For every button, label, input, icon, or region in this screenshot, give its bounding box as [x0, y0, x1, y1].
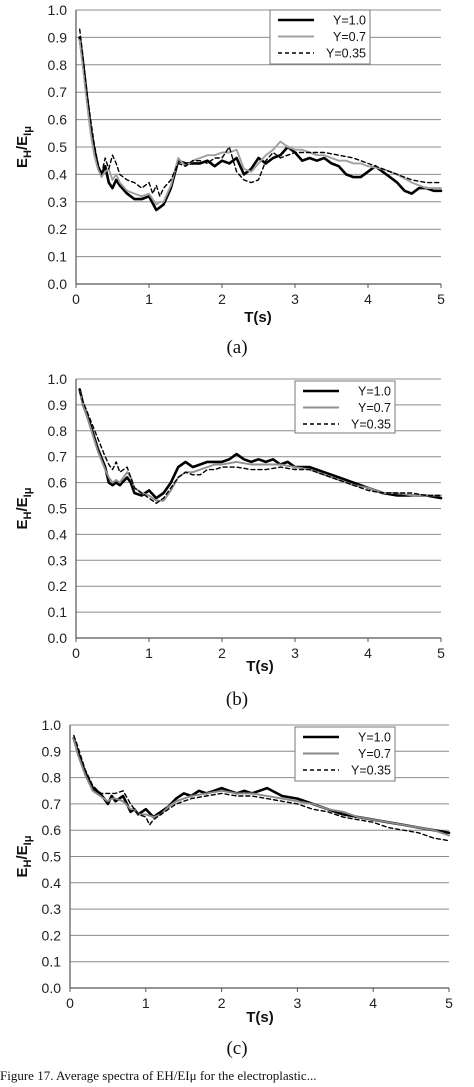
y-tick-label: 0.5 — [42, 849, 62, 865]
x-axis-label: T(s) — [244, 309, 272, 326]
y-tick-label: 0.3 — [48, 552, 68, 568]
legend-label: Y=0.35 — [351, 764, 391, 778]
x-tick-label: 5 — [437, 645, 445, 661]
legend-label: Y=1.0 — [333, 14, 366, 28]
panel-a-label: (a) — [226, 337, 248, 358]
x-tick-label: 4 — [369, 995, 377, 1011]
y-tick-label: 0.7 — [42, 796, 62, 812]
x-tick-label: 5 — [437, 291, 445, 307]
y-tick-label: 0.8 — [48, 57, 68, 73]
series-line-Y-0-7 — [72, 737, 450, 837]
y-tick-label: 0.4 — [48, 526, 68, 542]
y-tick-label: 0.9 — [42, 743, 62, 759]
y-axis-label: EH/EIμ — [14, 836, 34, 878]
chart-panel-0: 0.0 0.1 0.2 0.3 0.4 0.5 0.6 0.7 0.8 0.9 1.0 0 1 2 3 4 5 T… — [14, 2, 445, 326]
x-tick-label: 2 — [218, 645, 226, 661]
series-line-Y-0-7 — [78, 39, 442, 206]
panel-c-label: (c) — [226, 1038, 248, 1059]
y-axis-label-subscript: Iμ — [22, 488, 34, 498]
x-tick-label: 0 — [72, 645, 80, 661]
y-tick-label: 1.0 — [42, 717, 62, 733]
x-tick-label: 3 — [291, 645, 299, 661]
y-axis-label-subscript: Iμ — [22, 836, 34, 846]
y-tick-label: 0.3 — [42, 901, 62, 917]
y-tick-label: 0.2 — [42, 927, 62, 943]
y-tick-label: 0.6 — [48, 112, 68, 128]
legend-label: Y=0.35 — [351, 418, 391, 432]
y-tick-label: 0.6 — [42, 822, 62, 838]
y-tick-label: 0.1 — [48, 249, 68, 265]
y-tick-label: 0.0 — [42, 980, 62, 996]
y-axis-label-subscript: H — [22, 859, 34, 867]
x-tick-label: 0 — [66, 995, 74, 1011]
y-axis-label: EH/EIμ — [14, 126, 34, 168]
y-tick-label: 0.1 — [42, 954, 62, 970]
x-tick-label: 3 — [291, 291, 299, 307]
y-axis-label: EH/EIμ — [14, 488, 34, 530]
x-tick-label: 1 — [142, 995, 150, 1011]
y-axis-label-part: E — [14, 158, 31, 168]
series-line-Y-0-35 — [78, 28, 442, 198]
y-tick-label: 0.5 — [48, 139, 68, 155]
panel-b-label: (b) — [225, 689, 249, 710]
y-tick-label: 0.2 — [48, 221, 68, 237]
y-tick-label: 0.1 — [48, 604, 68, 620]
y-tick-label: 0.3 — [48, 194, 68, 210]
y-tick-label: 0.6 — [48, 475, 68, 491]
legend-label: Y=0.35 — [326, 47, 366, 61]
legend-label: Y=0.7 — [333, 30, 366, 44]
x-tick-label: 1 — [145, 645, 153, 661]
y-tick-label: 0.7 — [48, 449, 68, 465]
y-tick-label: 0.4 — [48, 166, 68, 182]
y-axis-label-subscript: H — [22, 150, 34, 158]
legend-label: Y=0.7 — [358, 401, 391, 415]
legend-label: Y=0.7 — [358, 747, 391, 761]
x-tick-label: 3 — [294, 995, 302, 1011]
legend-label: Y=1.0 — [358, 385, 391, 399]
y-tick-label: 0.9 — [48, 29, 68, 45]
x-tick-label: 5 — [445, 995, 453, 1011]
figure-caption: Figure 17. Average spectra of EH/EIμ for… — [0, 1068, 317, 1083]
y-axis-label-part: /E — [14, 845, 31, 859]
y-tick-label: 1.0 — [48, 371, 68, 387]
chart-panel-1: 0.0 0.1 0.2 0.3 0.4 0.5 0.6 0.7 0.8 0.9 1.0 0 1 2 3 4 5 T… — [14, 371, 445, 675]
x-tick-label: 1 — [145, 291, 153, 307]
y-tick-label: 0.0 — [48, 630, 68, 646]
y-axis-label-part: /E — [14, 136, 31, 150]
y-tick-label: 0.2 — [48, 578, 68, 594]
y-axis-label-subscript: Iμ — [22, 126, 34, 136]
legend-label: Y=1.0 — [358, 731, 391, 745]
y-tick-label: 0.0 — [48, 276, 68, 292]
x-tick-label: 4 — [364, 645, 372, 661]
series-line-Y-0-35 — [73, 734, 450, 842]
chart-panel-2: 0.0 0.1 0.2 0.3 0.4 0.5 0.6 0.7 0.8 0.9 1.0 0 1 2 3 4 5 T… — [14, 717, 453, 1026]
y-axis-label-part: /E — [14, 497, 31, 511]
y-axis-label-subscript: H — [22, 511, 34, 519]
x-tick-label: 2 — [218, 995, 226, 1011]
y-axis-label-part: E — [14, 867, 31, 877]
y-tick-label: 0.9 — [48, 397, 68, 413]
y-tick-label: 0.8 — [42, 770, 62, 786]
x-tick-label: 0 — [72, 291, 80, 307]
y-tick-label: 0.5 — [48, 501, 68, 517]
series-line-Y-1-0 — [78, 388, 443, 500]
y-tick-label: 0.8 — [48, 423, 68, 439]
y-axis-label-part: E — [14, 519, 31, 529]
x-tick-label: 4 — [364, 291, 372, 307]
x-axis-label: T(s) — [246, 658, 274, 675]
x-tick-label: 2 — [218, 291, 226, 307]
y-tick-label: 0.4 — [42, 875, 62, 891]
y-tick-label: 0.7 — [48, 84, 68, 100]
x-axis-label: T(s) — [246, 1009, 274, 1026]
series-line-Y-1-0 — [78, 36, 443, 212]
series-line-Y-0-35 — [78, 391, 442, 504]
y-tick-label: 1.0 — [48, 2, 68, 18]
